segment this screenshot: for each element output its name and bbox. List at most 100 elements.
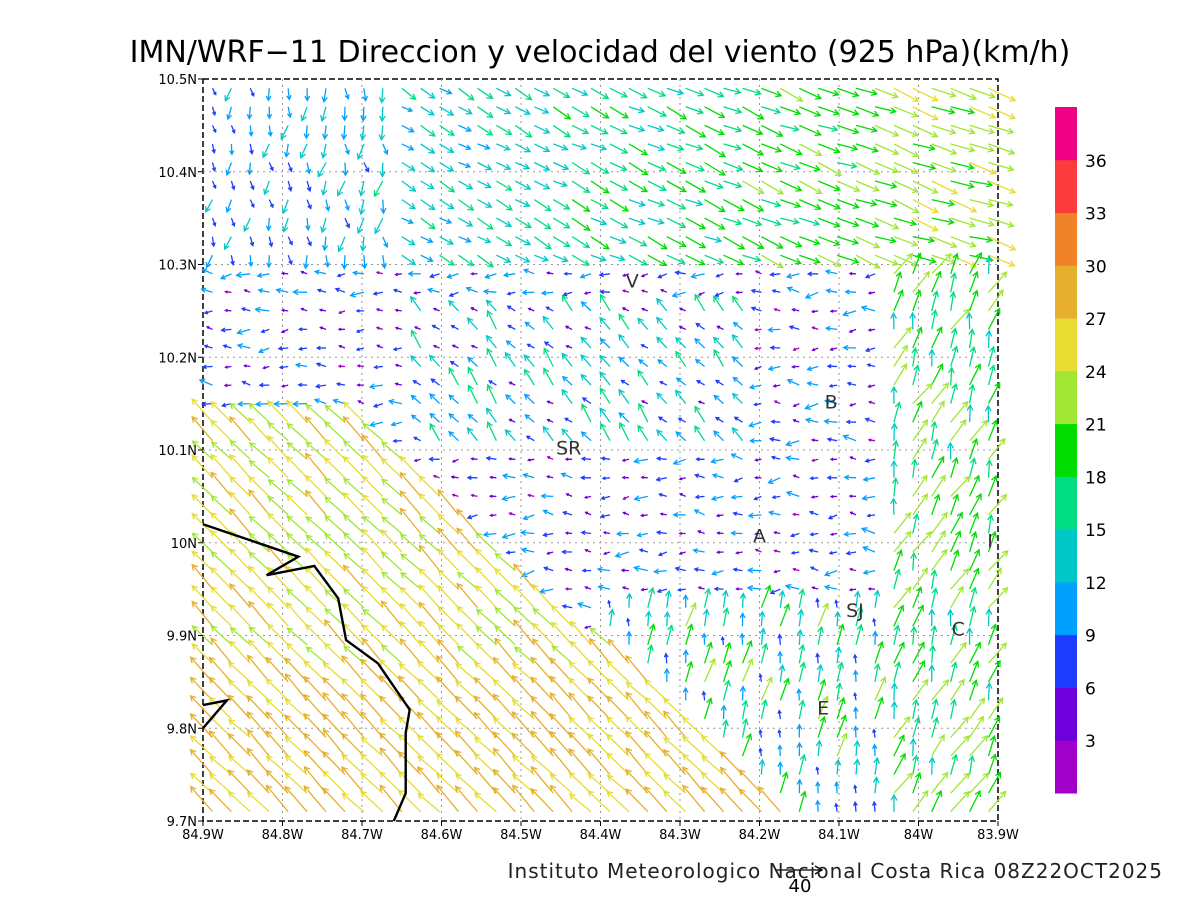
wind-vector bbox=[894, 550, 902, 570]
wind-vector bbox=[848, 382, 856, 385]
wind-vector bbox=[831, 348, 838, 351]
wind-vector bbox=[642, 345, 648, 348]
wind-vector-shaft bbox=[439, 570, 459, 589]
wind-vector-shaft bbox=[743, 200, 764, 211]
wind-vector-shaft bbox=[989, 237, 1016, 250]
wind-vector bbox=[377, 272, 383, 274]
wind-vector bbox=[875, 698, 883, 719]
wind-vector bbox=[211, 421, 231, 441]
wind-vector bbox=[431, 379, 439, 385]
wind-vector bbox=[453, 494, 459, 496]
wind-vector bbox=[361, 738, 382, 756]
wind-vector-shaft bbox=[457, 624, 477, 645]
wind-vector bbox=[506, 430, 516, 441]
wind-vector bbox=[661, 513, 667, 515]
wind-vector-shaft bbox=[571, 622, 591, 645]
wind-vector bbox=[724, 237, 745, 249]
wind-vector bbox=[507, 551, 516, 554]
wind-vector bbox=[225, 384, 231, 387]
wind-vector bbox=[818, 200, 840, 210]
wind-vector-shaft bbox=[363, 569, 383, 589]
wind-vector bbox=[472, 494, 478, 496]
wind-vector bbox=[344, 457, 364, 478]
wind-vector bbox=[213, 107, 216, 115]
wind-vector bbox=[225, 88, 231, 100]
wind-vector-shaft bbox=[286, 756, 308, 775]
wind-vector-shaft bbox=[230, 417, 250, 441]
wind-vector bbox=[288, 628, 308, 645]
wind-vector bbox=[818, 107, 839, 115]
wind-vector bbox=[932, 735, 944, 756]
wind-vector bbox=[696, 324, 704, 330]
wind-vector bbox=[342, 255, 347, 268]
wind-vector-shaft bbox=[399, 752, 421, 775]
wind-vector-shaft bbox=[268, 625, 288, 645]
wind-vector bbox=[705, 237, 722, 243]
wind-vector bbox=[910, 739, 916, 756]
wind-vector-shaft bbox=[514, 585, 534, 607]
wind-vector bbox=[951, 680, 964, 701]
wind-vector-shaft bbox=[211, 587, 231, 608]
wind-vector-shaft bbox=[913, 439, 926, 460]
wind-vector-shaft bbox=[989, 568, 1002, 589]
wind-vector bbox=[211, 455, 231, 478]
wind-vector bbox=[458, 646, 478, 663]
wind-vector-shaft bbox=[856, 163, 879, 174]
wind-vector bbox=[629, 88, 647, 98]
wind-vector bbox=[724, 125, 742, 132]
wind-vector bbox=[835, 782, 839, 793]
wind-vector bbox=[836, 647, 842, 663]
wind-vector bbox=[702, 634, 706, 645]
wind-vector bbox=[989, 255, 1015, 266]
wind-vector bbox=[866, 459, 875, 463]
wind-vector bbox=[986, 683, 992, 700]
wind-vector bbox=[989, 755, 997, 775]
wind-vector bbox=[743, 200, 764, 211]
wind-vector bbox=[818, 163, 841, 176]
wind-vector bbox=[714, 296, 724, 311]
wind-vector bbox=[873, 619, 876, 626]
wind-vector-shaft bbox=[230, 584, 250, 608]
wind-vector bbox=[389, 400, 402, 405]
wind-vector bbox=[664, 654, 668, 664]
wind-vector-shaft bbox=[419, 641, 439, 664]
wind-vector bbox=[610, 200, 628, 211]
wind-vector bbox=[951, 347, 958, 367]
wind-vector-shaft bbox=[459, 88, 474, 100]
wind-vector-shaft bbox=[344, 515, 364, 533]
wind-vector bbox=[714, 350, 723, 367]
wind-vector bbox=[229, 695, 251, 719]
wind-vector bbox=[761, 144, 781, 152]
wind-vector-shaft bbox=[361, 660, 383, 682]
wind-vector bbox=[912, 460, 918, 478]
wind-vector bbox=[967, 405, 973, 422]
wind-vector bbox=[850, 273, 856, 275]
wind-vector bbox=[667, 218, 685, 227]
wind-vector bbox=[755, 496, 762, 499]
wind-vector bbox=[419, 641, 439, 664]
wind-vector-shaft bbox=[287, 534, 307, 552]
wind-vector bbox=[780, 218, 798, 224]
wind-vector bbox=[932, 237, 957, 248]
wind-vector bbox=[382, 572, 402, 589]
wind-vector-shaft bbox=[344, 554, 364, 571]
wind-vector-shaft bbox=[705, 200, 725, 212]
wind-vector bbox=[540, 589, 553, 594]
wind-vector bbox=[894, 218, 916, 226]
wind-vector-shaft bbox=[705, 144, 725, 157]
wind-vector bbox=[566, 326, 572, 329]
wind-vector-shaft bbox=[363, 548, 383, 571]
wind-vector bbox=[869, 292, 875, 294]
wind-vector bbox=[837, 625, 844, 645]
wind-vector bbox=[452, 326, 459, 330]
wind-vector bbox=[686, 662, 693, 682]
wind-vector bbox=[970, 439, 978, 459]
wind-vector-shaft bbox=[552, 622, 572, 644]
wind-vector bbox=[345, 218, 349, 227]
wind-vector bbox=[970, 458, 976, 477]
wind-vector bbox=[451, 362, 459, 367]
wind-vector bbox=[794, 404, 800, 407]
wind-vector-shaft bbox=[249, 566, 269, 589]
wind-vector bbox=[818, 237, 839, 246]
wind-vector-shaft bbox=[705, 659, 715, 682]
